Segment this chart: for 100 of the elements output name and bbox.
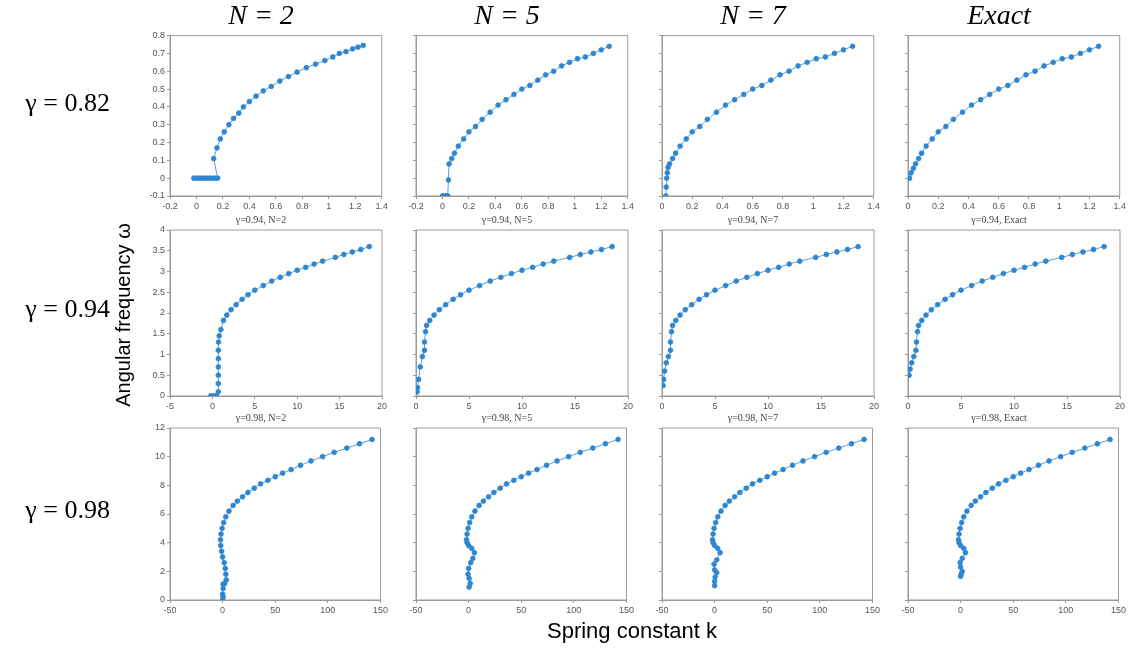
x-tick-label: 5 xyxy=(252,400,258,411)
y-tick-label: 1 xyxy=(159,348,165,359)
x-tick-label: 0 xyxy=(659,200,665,211)
x-tick-label: 0.6 xyxy=(746,200,760,211)
x-tick-label: 1 xyxy=(572,200,578,211)
x-tick-label: 0.4 xyxy=(243,200,256,211)
y-axis-title: Angular frequency ω xyxy=(112,222,135,409)
y-tick-label: 4 xyxy=(159,537,165,548)
x-tick-label: 20 xyxy=(376,400,388,411)
y-tick-label: 2 xyxy=(159,565,165,576)
chart-title: N = 7 xyxy=(719,0,787,31)
x-tick-label: 0.8 xyxy=(542,200,555,211)
x-tick-label: 10 xyxy=(516,400,528,411)
y-tick-label: 0.8 xyxy=(152,30,165,41)
x-tick-label: 0.6 xyxy=(992,200,1006,211)
x-tick-label: 0.2 xyxy=(216,200,230,211)
y-tick-label: 0.5 xyxy=(152,83,165,94)
x-tick-label: 50 xyxy=(270,604,281,615)
y-tick-label: 3.5 xyxy=(152,245,165,256)
x-tick-label: 1 xyxy=(326,200,332,211)
x-tick-label: 0 xyxy=(958,604,964,615)
x-tick-label: 0.4 xyxy=(716,200,729,211)
y-tick-label: 3 xyxy=(159,265,165,276)
x-tick-label: 100 xyxy=(812,604,828,615)
x-tick-label: 100 xyxy=(1058,604,1074,615)
x-tick-label: 10 xyxy=(1008,400,1020,411)
x-tick-label: 150 xyxy=(1110,604,1127,615)
x-tick-label: 1.2 xyxy=(1083,200,1096,211)
x-tick-label: -0.2 xyxy=(162,200,178,211)
x-tick-label: 0.4 xyxy=(962,200,975,211)
x-tick-label: 0.2 xyxy=(685,200,699,211)
x-tick-label: 20 xyxy=(622,400,634,411)
chart-title: γ=0.94, N=7 xyxy=(726,213,779,225)
x-tick-label: 0 xyxy=(659,400,665,411)
x-tick-label: 20 xyxy=(1114,400,1126,411)
chart-title: γ=0.98, N=2 xyxy=(234,411,287,423)
y-tick-label: 0 xyxy=(159,390,165,401)
y-tick-label: 0.3 xyxy=(152,119,165,130)
x-tick-label: -50 xyxy=(409,604,423,615)
chart-title: γ=0.94, Exact xyxy=(970,213,1027,225)
x-tick-label: 5 xyxy=(466,400,472,411)
x-tick-label: 20 xyxy=(868,400,880,411)
chart-title: γ=0.94, N=2 xyxy=(234,213,287,225)
x-tick-label: 10 xyxy=(762,400,774,411)
x-tick-label: 0 xyxy=(905,200,911,211)
x-tick-label: 150 xyxy=(618,604,635,615)
x-tick-label: 0.4 xyxy=(489,200,502,211)
x-tick-label: 15 xyxy=(569,400,581,411)
y-tick-label: -0.1 xyxy=(149,190,165,201)
y-tick-label: 8 xyxy=(159,479,165,490)
x-tick-label: -50 xyxy=(163,604,177,615)
x-tick-label: 1 xyxy=(810,200,816,211)
x-tick-label: 150 xyxy=(864,604,881,615)
chart-title: N = 2 xyxy=(227,0,294,31)
x-tick-label: 0.8 xyxy=(1022,200,1036,211)
x-tick-label: 1.4 xyxy=(1113,200,1126,211)
text: γ = 0.98 xyxy=(24,495,110,525)
y-tick-label: 10 xyxy=(154,451,165,462)
y-tick-label: 0.6 xyxy=(152,65,165,76)
y-tick-label: 12 xyxy=(154,422,165,433)
chart-title: γ=0.94, N=5 xyxy=(480,213,533,225)
x-axis-title: Spring constant k xyxy=(546,618,718,644)
x-tick-label: 100 xyxy=(320,604,336,615)
x-tick-label: 15 xyxy=(815,400,827,411)
x-tick-label: 150 xyxy=(372,604,389,615)
x-tick-label: -5 xyxy=(165,400,175,411)
y-tick-label: 0.2 xyxy=(152,137,165,148)
x-tick-label: 15 xyxy=(334,400,345,411)
x-tick-label: 50 xyxy=(516,604,527,615)
x-tick-label: -50 xyxy=(901,604,915,615)
y-tick-label: 0.4 xyxy=(152,101,165,112)
x-tick-label: 0.8 xyxy=(776,200,790,211)
y-tick-label: 6 xyxy=(159,508,165,519)
y-tick-label: 4 xyxy=(159,224,165,235)
x-tick-label: 100 xyxy=(566,604,582,615)
x-tick-label: 0 xyxy=(209,400,215,411)
x-tick-label: 0.6 xyxy=(515,200,529,211)
x-tick-label: -50 xyxy=(655,604,669,615)
chart-title: γ=0.98, Exact xyxy=(970,411,1027,423)
chart-title: N = 5 xyxy=(473,0,540,31)
y-tick-label: 0 xyxy=(159,172,165,183)
y-tick-label: 0 xyxy=(159,594,165,605)
y-tick-label: 2.5 xyxy=(152,286,165,297)
y-tick-label: 1.5 xyxy=(152,328,165,339)
y-tick-label: 0.5 xyxy=(152,369,165,380)
x-tick-label: 0.2 xyxy=(931,200,945,211)
x-tick-label: 0.8 xyxy=(296,200,309,211)
x-tick-label: 0 xyxy=(466,604,472,615)
x-tick-label: 0.2 xyxy=(462,200,476,211)
x-tick-label: 1.2 xyxy=(595,200,608,211)
x-tick-label: 10 xyxy=(292,400,303,411)
x-tick-label: 50 xyxy=(1008,604,1019,615)
chart-title: γ=0.98, N=5 xyxy=(480,411,533,423)
x-tick-label: 0.6 xyxy=(269,200,283,211)
x-tick-label: 0 xyxy=(712,604,718,615)
chart-title: γ=0.98, N=7 xyxy=(726,411,779,423)
x-tick-label: -0.2 xyxy=(408,200,424,211)
text: γ = 0.94 xyxy=(24,294,110,324)
x-tick-label: 1.4 xyxy=(621,200,634,211)
x-tick-label: 0 xyxy=(220,604,226,615)
